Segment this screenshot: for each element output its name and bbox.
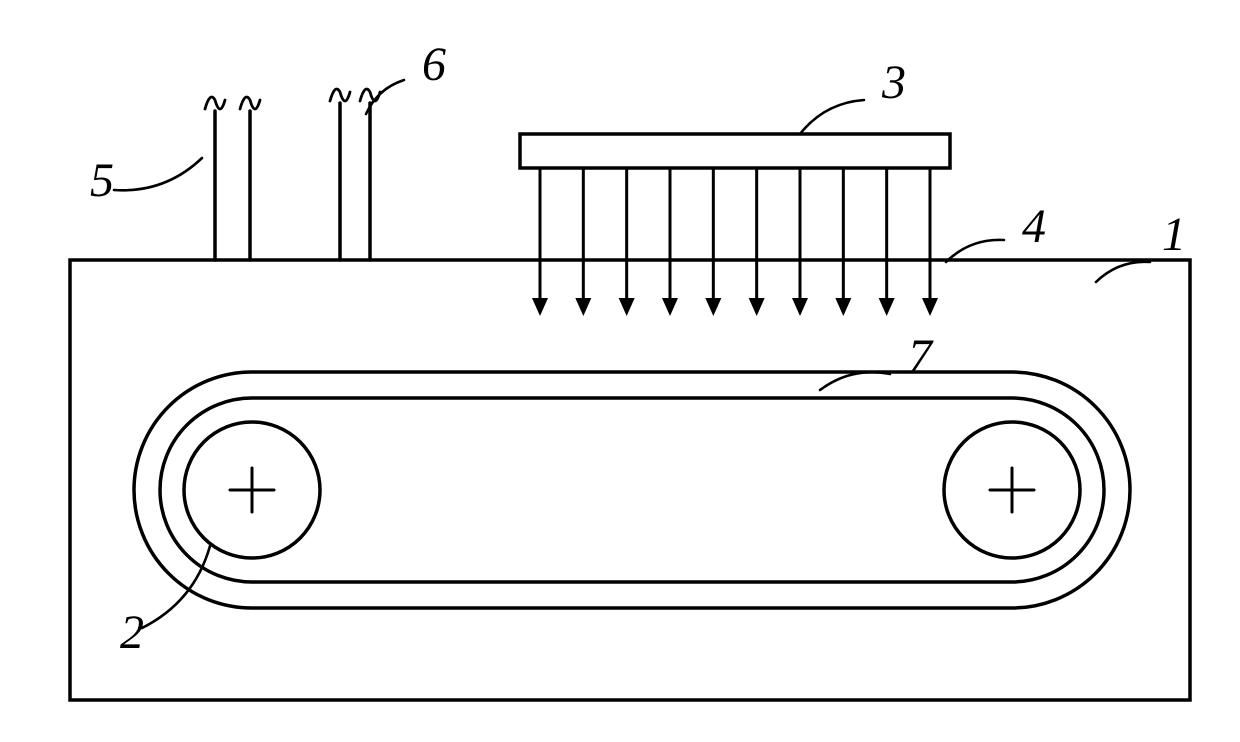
label-5: 5	[90, 154, 114, 207]
arrow-head	[662, 298, 678, 316]
label-7: 7	[908, 330, 934, 383]
arrow-head	[879, 298, 895, 316]
label-6: 6	[422, 38, 446, 91]
label-3: 3	[881, 56, 906, 109]
arrow-head	[575, 298, 591, 316]
arrow-head	[705, 298, 721, 316]
arrow-head	[749, 298, 765, 316]
diagram-canvas: 1 2 3 4 5 6 7	[0, 0, 1240, 742]
label-4: 4	[1022, 200, 1046, 253]
arrow-head	[835, 298, 851, 316]
arrow-head	[922, 298, 938, 316]
belt-outer	[134, 372, 1130, 608]
tank	[70, 260, 1190, 700]
arrow-head	[532, 298, 548, 316]
label-2: 2	[120, 606, 144, 659]
arrow-head	[792, 298, 808, 316]
label-1: 1	[1162, 208, 1186, 261]
spray-head	[520, 134, 950, 168]
belt-inner	[160, 398, 1104, 582]
arrow-head	[619, 298, 635, 316]
